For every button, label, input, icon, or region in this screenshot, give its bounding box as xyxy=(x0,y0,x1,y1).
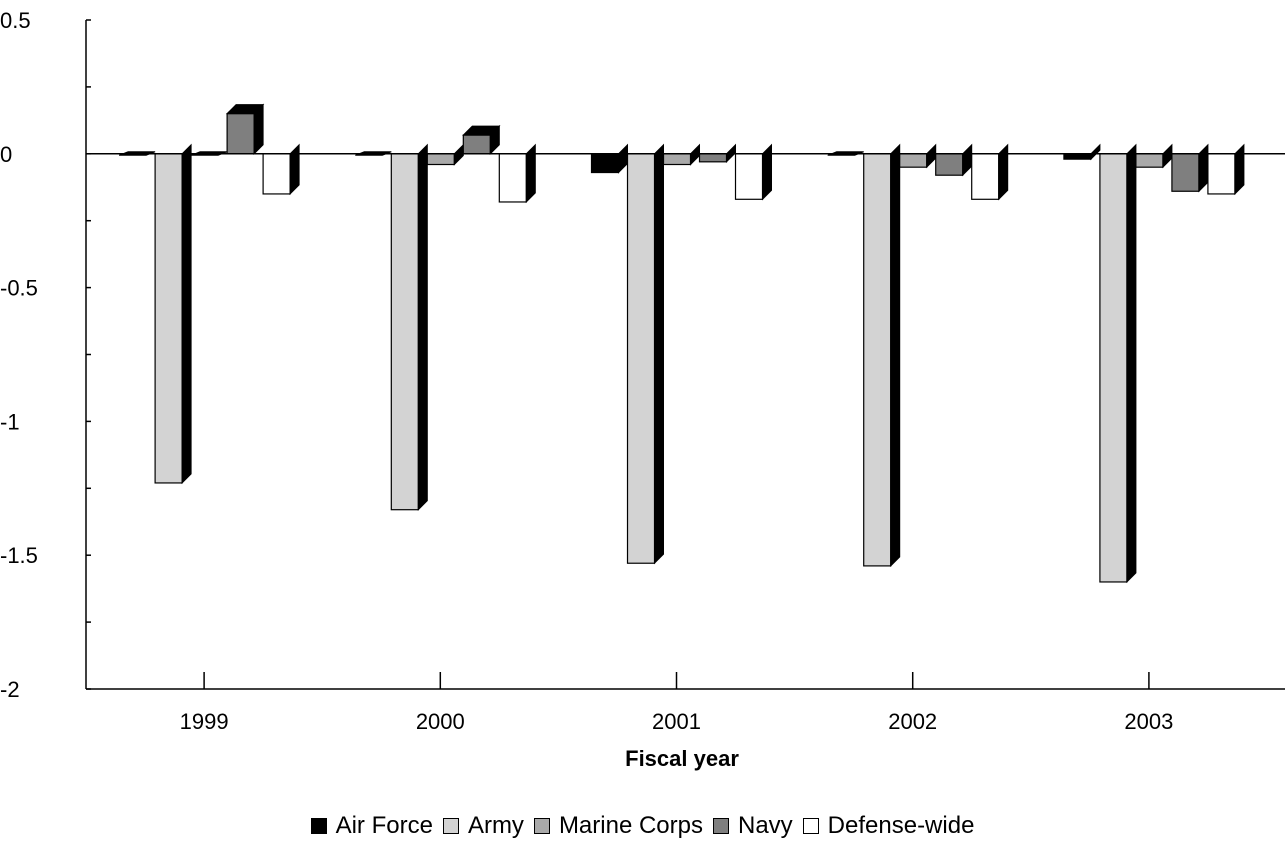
x-tick-label: 2002 xyxy=(888,709,937,734)
legend-item: Defense-wide xyxy=(802,812,975,840)
legend-label: Marine Corps xyxy=(558,812,703,839)
legend-swatch xyxy=(712,818,729,834)
x-axis: 1999 2000 2001 2002 2003 xyxy=(86,672,1285,734)
legend-swatch xyxy=(802,818,819,834)
y-tick-label: -0.5 xyxy=(0,276,38,301)
legend-label: Army xyxy=(467,812,524,839)
bar xyxy=(1135,143,1173,169)
legend-label: Defense-wide xyxy=(827,812,975,839)
x-tick-label: 2003 xyxy=(1124,709,1173,734)
legend-swatch xyxy=(442,818,459,834)
bar xyxy=(498,143,536,204)
bar xyxy=(1063,143,1101,161)
bar xyxy=(426,143,464,166)
bar xyxy=(1099,143,1137,584)
bar xyxy=(1207,143,1245,196)
bar xyxy=(662,143,701,166)
x-axis-title: Fiscal year xyxy=(625,746,739,771)
legend-item: Navy xyxy=(712,812,793,840)
bar xyxy=(462,124,501,156)
x-tick-label: 2000 xyxy=(416,709,465,734)
legend-swatch xyxy=(533,818,550,834)
y-tick-label: -1 xyxy=(0,409,20,434)
y-tick-label: -1.5 xyxy=(0,543,38,568)
legend-swatch xyxy=(310,818,327,834)
legend: Air Force Army Marine Corps Navy Defense-wid… xyxy=(0,812,1285,841)
bar xyxy=(734,143,773,201)
legend-item: Army xyxy=(442,812,524,840)
y-axis: 0.5 0 -0.5 -1 -1.5 -2 xyxy=(0,8,91,702)
bar xyxy=(225,103,265,156)
y-tick-label: -2 xyxy=(0,677,20,702)
bar xyxy=(935,143,973,177)
legend-label: Navy xyxy=(737,812,793,839)
x-tick-label: 2001 xyxy=(652,709,701,734)
y-tick-label: 0 xyxy=(0,142,12,167)
bar xyxy=(899,143,937,169)
bar xyxy=(863,143,901,568)
x-tick-label: 1999 xyxy=(180,709,229,734)
bar xyxy=(154,143,192,485)
legend-item: Air Force xyxy=(310,812,433,840)
y-tick-label: 0.5 xyxy=(0,8,31,33)
bar xyxy=(590,143,629,174)
legend-item: Marine Corps xyxy=(533,812,703,840)
bar xyxy=(626,143,665,565)
bar xyxy=(390,143,428,511)
bar xyxy=(1171,143,1209,193)
bar xyxy=(262,143,300,196)
bars-group xyxy=(118,103,1245,584)
legend-label: Air Force xyxy=(335,812,433,839)
bar xyxy=(971,143,1009,201)
